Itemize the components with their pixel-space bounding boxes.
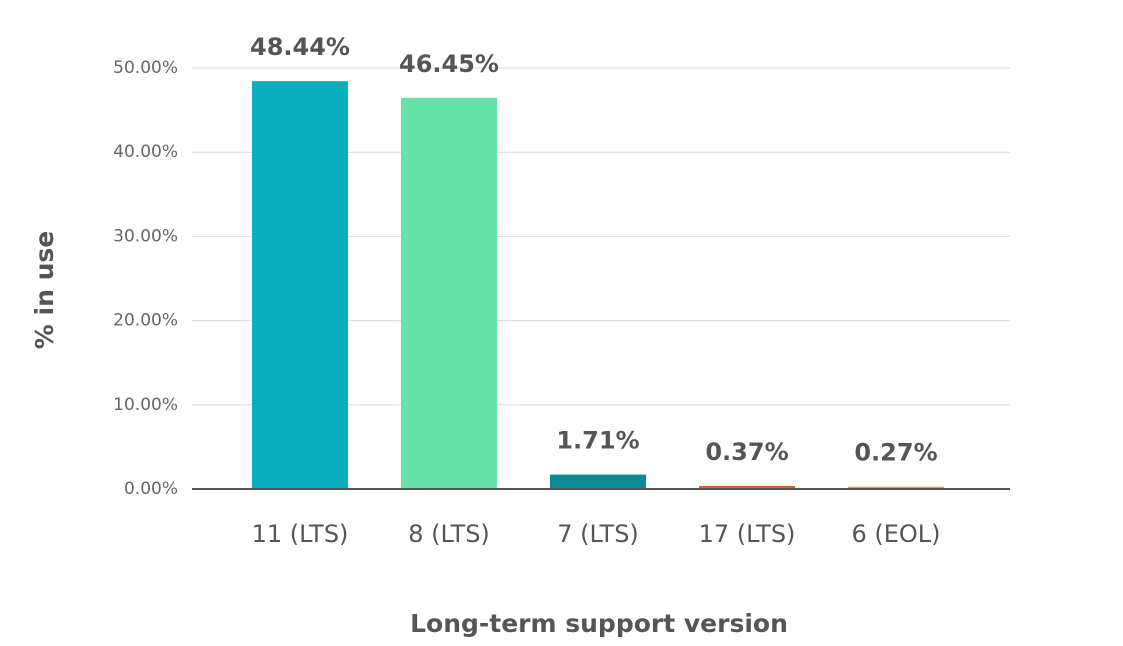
value-label: 46.45% (399, 50, 499, 78)
y-tick-label: 30.00% (113, 226, 178, 246)
x-tick-label: 7 (LTS) (557, 520, 639, 548)
y-tick-label: 50.00% (113, 58, 178, 78)
value-label: 0.37% (705, 438, 788, 466)
y-tick-label: 10.00% (113, 395, 178, 415)
y-tick-label: 0.00% (124, 479, 178, 499)
value-label: 1.71% (556, 427, 639, 455)
x-tick-label: 17 (LTS) (699, 520, 796, 548)
x-axis-title: Long-term support version (410, 609, 788, 638)
x-tick-label: 11 (LTS) (252, 520, 349, 548)
y-tick-label: 40.00% (113, 142, 178, 162)
x-tick-label: 8 (LTS) (408, 520, 490, 548)
bar (699, 485, 795, 489)
y-axis-title: % in use (30, 231, 59, 349)
bar (550, 474, 646, 489)
value-label: 0.27% (854, 439, 937, 467)
y-tick-label: 20.00% (113, 311, 178, 331)
x-tick-label: 6 (EOL) (851, 520, 940, 548)
bar (848, 486, 944, 489)
bar (401, 97, 497, 490)
bar (252, 81, 348, 490)
value-label: 48.44% (250, 33, 350, 61)
